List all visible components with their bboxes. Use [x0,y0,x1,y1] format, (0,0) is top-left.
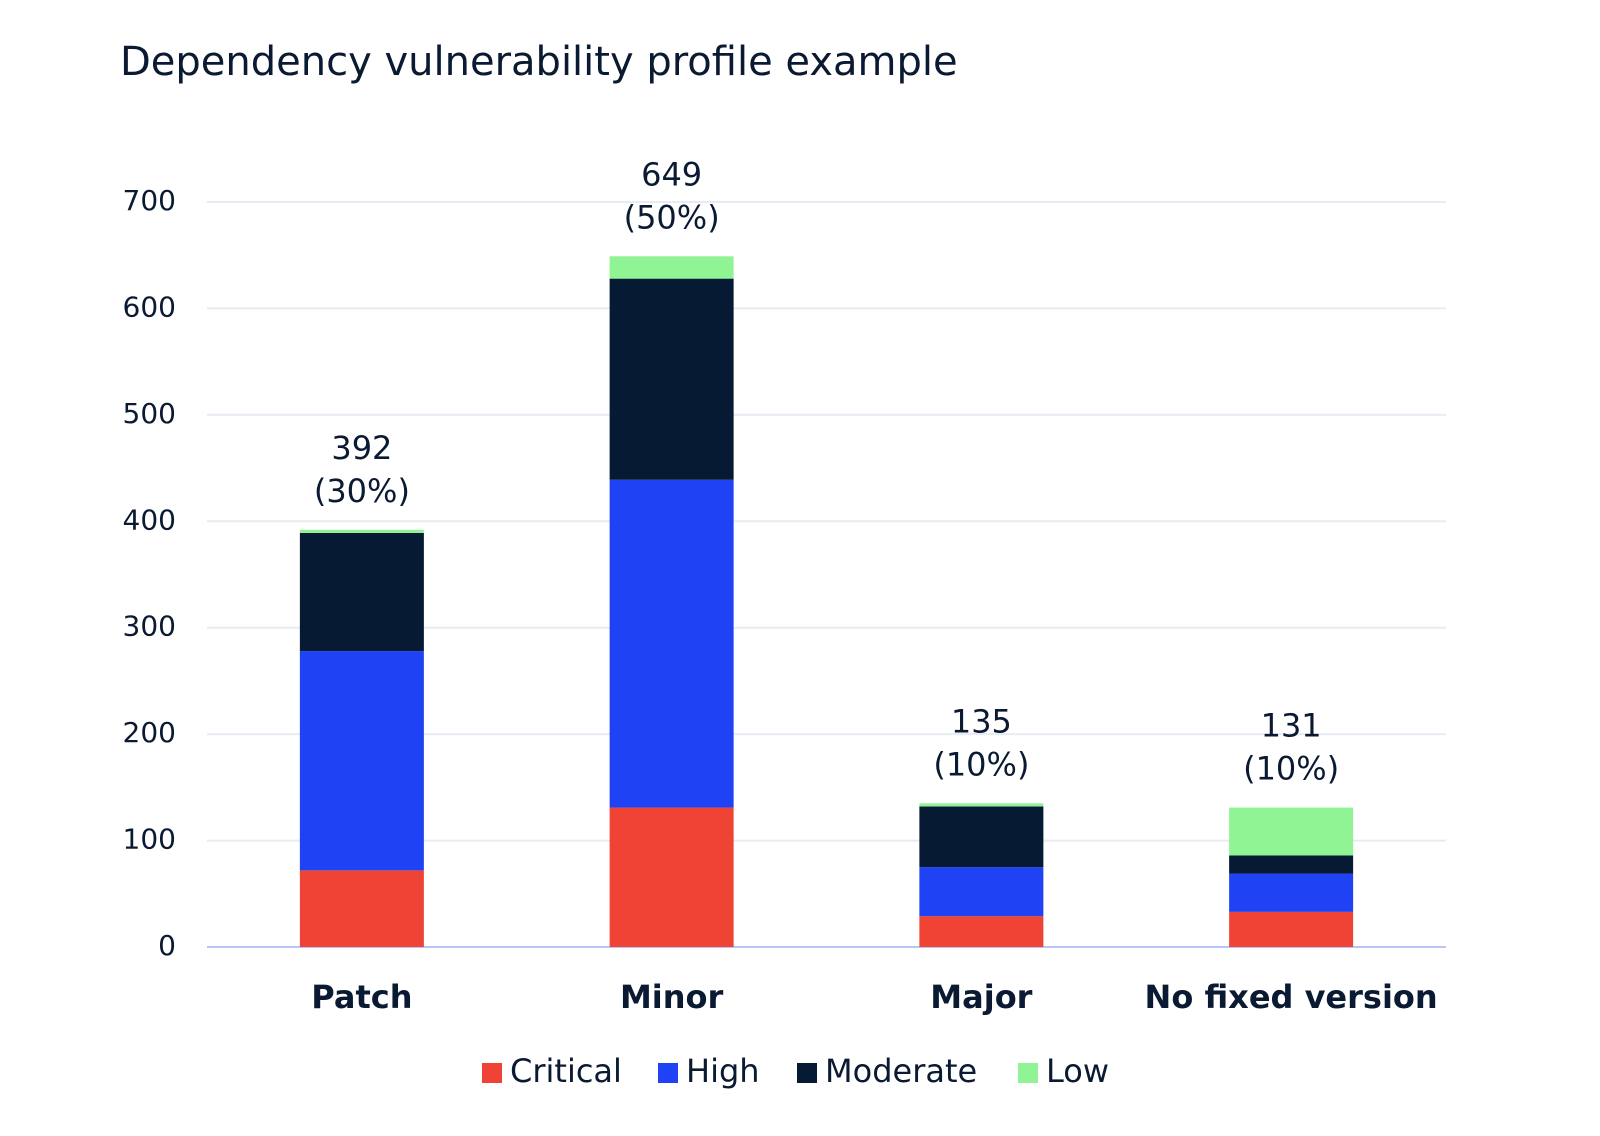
y-tick-label: 200 [123,716,176,749]
bar-segment [299,529,424,533]
bar-segment [1229,873,1354,912]
legend-label: Critical [510,1052,622,1090]
x-tick-label: No fixed version [1145,978,1438,1016]
chart-title: Dependency vulnerability profile example [120,39,958,85]
total-label: 135 [951,702,1012,740]
bar-segment [299,651,424,871]
share-label: (10%) [1243,750,1339,788]
y-tick-label: 400 [123,503,176,536]
legend-label: Low [1046,1052,1109,1090]
total-label: 649 [641,155,702,193]
legend-swatch [1018,1063,1038,1083]
bar-segment [609,807,734,947]
x-tick-label: Patch [311,978,412,1016]
x-tick-label: Major [930,978,1032,1016]
bar-segment [1229,855,1354,874]
bar-segment [1229,807,1354,856]
x-tick-label: Minor [620,978,724,1016]
share-label: (30%) [314,472,410,510]
bar-segment [609,479,734,808]
y-tick-label: 600 [123,290,176,323]
bar-segment [609,256,734,279]
bar-segment [919,803,1044,807]
bar-segment [1229,911,1354,947]
y-tick-label: 100 [123,823,176,856]
legend-swatch [797,1063,817,1083]
total-label: 131 [1261,707,1322,745]
legend-label: High [686,1052,760,1090]
legend-label: Moderate [825,1052,977,1090]
bar-segment [919,806,1044,868]
total-label: 392 [331,429,392,467]
y-tick-label: 700 [123,184,176,217]
bar-segment [919,867,1044,917]
y-tick-label: 0 [158,929,176,962]
legend-swatch [658,1063,678,1083]
bar-segment [919,916,1044,947]
legend-swatch [482,1063,502,1083]
y-tick-label: 500 [123,397,176,430]
share-label: (50%) [624,198,720,236]
bar-segment [299,870,424,947]
bar-segment [299,532,424,652]
bar-segment [609,278,734,480]
share-label: (10%) [933,745,1029,783]
y-tick-label: 300 [123,610,176,643]
